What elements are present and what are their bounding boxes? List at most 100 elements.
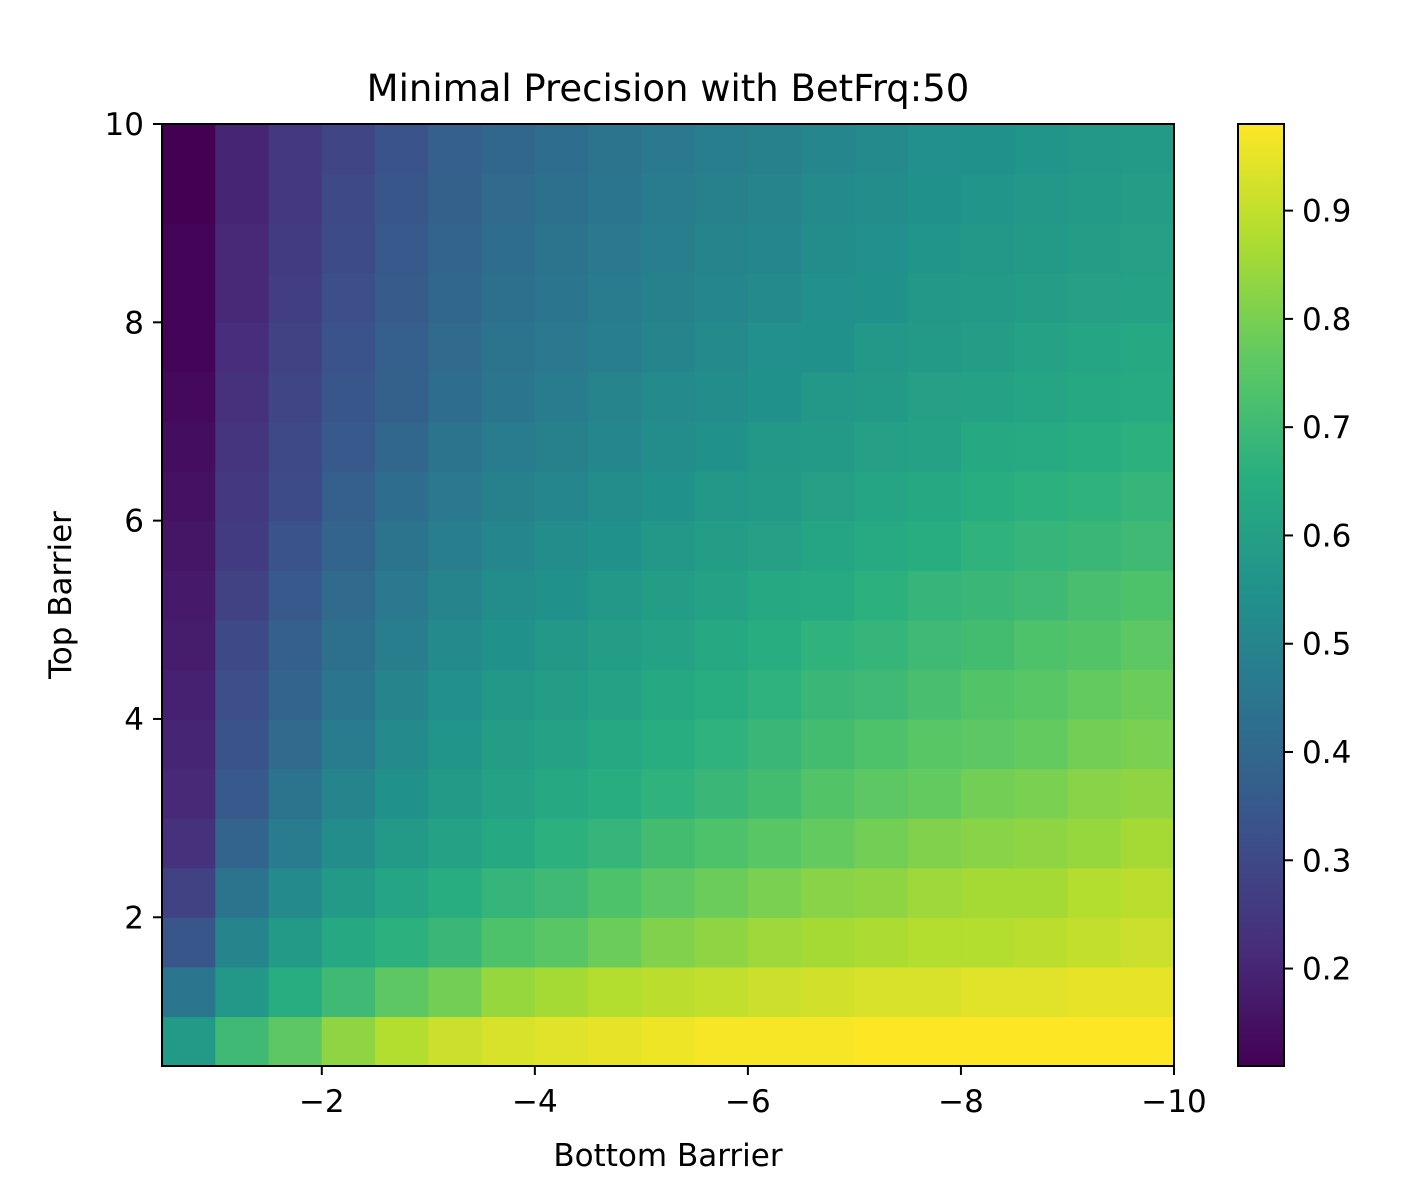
heatmap-cell (162, 917, 216, 968)
heatmap-cell (694, 124, 749, 175)
y-axis-ticks: 2 4 6 8 10 (105, 107, 162, 936)
x-axis-ticks: −2 −4 −6 −8 −10 (299, 1066, 1207, 1120)
heatmap-cell (641, 768, 696, 819)
heatmap-cell (694, 768, 749, 819)
heatmap-cell (162, 223, 216, 274)
heatmap-cell (694, 421, 749, 472)
colorbar-tick-label: 0.7 (1302, 410, 1351, 446)
heatmap-cell (321, 669, 376, 720)
heatmap-cell (960, 421, 1015, 472)
heatmap-cell (534, 1016, 589, 1067)
heatmap-cell (854, 570, 909, 621)
heatmap-cell (1120, 669, 1175, 720)
heatmap-cell (907, 917, 962, 968)
heatmap-cell (588, 421, 642, 472)
heatmap-cell (801, 966, 856, 1018)
y-axis-label: Top Barrier (43, 511, 79, 680)
heatmap-cell (694, 471, 749, 522)
heatmap-cell (1067, 173, 1122, 224)
heatmap-cell (1120, 272, 1175, 323)
heatmap-cell (960, 619, 1015, 670)
heatmap-cell (588, 917, 642, 968)
heatmap-cell (321, 917, 376, 968)
heatmap-cell (747, 421, 802, 472)
heatmap-cell (215, 619, 270, 670)
heatmap-cell (534, 471, 589, 522)
heatmap-cell (428, 669, 483, 720)
heatmap-cell (481, 818, 536, 869)
heatmap-cell (428, 471, 483, 522)
heatmap-cell (321, 570, 376, 621)
heatmap-cell (481, 322, 536, 373)
heatmap-cell (694, 371, 749, 423)
heatmap-cell (1014, 570, 1069, 621)
heatmap-cell (801, 669, 856, 720)
heatmap-cell (747, 867, 802, 918)
heatmap-cell (907, 421, 962, 472)
heatmap-cell (801, 471, 856, 522)
heatmap-cell (1014, 619, 1069, 670)
heatmap-cell (481, 371, 536, 423)
heatmap-cell (375, 818, 429, 869)
heatmap-cell (268, 322, 323, 373)
heatmap-cell (375, 272, 429, 323)
heatmap-cell (907, 124, 962, 175)
heatmap-cell (1120, 917, 1175, 968)
heatmap-cell (268, 718, 323, 770)
heatmap-cell (321, 173, 376, 224)
heatmap-cell (1067, 867, 1122, 918)
heatmap-cell (375, 520, 429, 571)
heatmap-cell (1014, 223, 1069, 274)
heatmap-cell (215, 718, 270, 770)
heatmap-cell (588, 1016, 642, 1067)
heatmap-cell (481, 223, 536, 274)
heatmap-cell (694, 917, 749, 968)
heatmap-cell (375, 322, 429, 373)
heatmap-cell (215, 272, 270, 323)
heatmap-cell (854, 1016, 909, 1067)
heatmap-cell (481, 421, 536, 472)
heatmap-cell (907, 818, 962, 869)
heatmap-cell (375, 966, 429, 1018)
heatmap-cell (801, 768, 856, 819)
x-tick-label: −4 (512, 1084, 558, 1120)
heatmap-cell (162, 272, 216, 323)
heatmap-cell (854, 917, 909, 968)
heatmap-cell (747, 173, 802, 224)
heatmap-cell (321, 867, 376, 918)
heatmap-cell (215, 471, 270, 522)
heatmap-cell (162, 173, 216, 224)
heatmap-cell (747, 223, 802, 274)
heatmap-cell (801, 124, 856, 175)
heatmap-cell (1067, 471, 1122, 522)
heatmap-cell (641, 173, 696, 224)
heatmap-cell (907, 867, 962, 918)
heatmap-cell (747, 768, 802, 819)
heatmap-cell (960, 124, 1015, 175)
heatmap-cell (854, 272, 909, 323)
heatmap-cell (215, 223, 270, 274)
heatmap-cell (960, 1016, 1015, 1067)
y-tick-label: 2 (124, 900, 144, 936)
colorbar-tick-label: 0.3 (1302, 843, 1351, 879)
heatmap-cell (215, 768, 270, 819)
heatmap-cell (534, 421, 589, 472)
heatmap-cell (428, 917, 483, 968)
heatmap-cell (375, 718, 429, 770)
heatmap-cell (375, 421, 429, 472)
heatmap-cell (641, 322, 696, 373)
heatmap-cell (268, 768, 323, 819)
heatmap-cell (1067, 669, 1122, 720)
heatmap-cell (481, 173, 536, 224)
heatmap-cell (960, 272, 1015, 323)
heatmap-cell (162, 322, 216, 373)
heatmap-cell (747, 718, 802, 770)
heatmap-cell (481, 768, 536, 819)
heatmap-cell (534, 371, 589, 423)
heatmap-cell (801, 718, 856, 770)
heatmap-cell (854, 867, 909, 918)
heatmap-cell (588, 818, 642, 869)
heatmap-cell (162, 818, 216, 869)
heatmap-cell (854, 173, 909, 224)
